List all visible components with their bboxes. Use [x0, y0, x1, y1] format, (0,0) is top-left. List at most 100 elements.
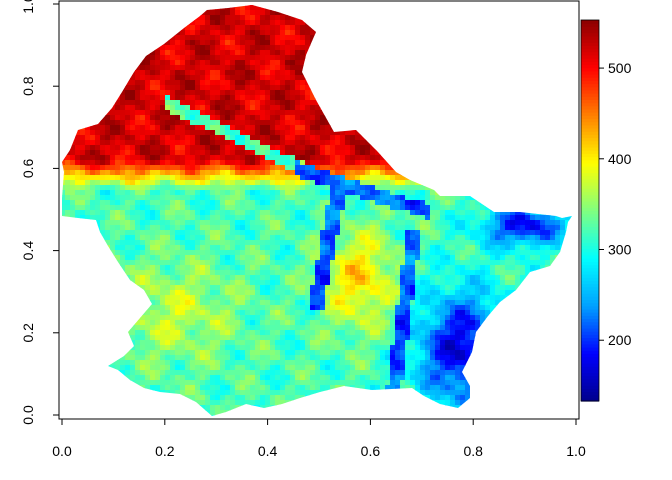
heatmap-cell: [65, 155, 71, 161]
heatmap-cell: [265, 30, 271, 36]
heatmap-cell: [290, 150, 296, 156]
heatmap-cell: [110, 35, 116, 41]
heatmap-cell: [175, 105, 181, 111]
heatmap-cell: [135, 185, 141, 191]
heatmap-cell: [325, 25, 331, 31]
heatmap-cell: [200, 180, 206, 186]
heatmap-cell: [170, 105, 176, 111]
heatmap-cell: [100, 115, 106, 121]
heatmap-cell: [490, 90, 496, 96]
heatmap-cell: [105, 220, 111, 226]
heatmap-cell: [390, 225, 396, 231]
heatmap-cell: [260, 105, 266, 111]
heatmap-cell: [240, 150, 246, 156]
heatmap-cell: [500, 85, 506, 91]
heatmap-cell: [560, 10, 566, 16]
heatmap-cell: [505, 175, 511, 181]
heatmap-cell: [515, 185, 521, 191]
heatmap-cell: [260, 205, 266, 211]
heatmap-cell: [285, 195, 291, 201]
heatmap-cell: [100, 205, 106, 211]
heatmap-cell: [575, 155, 581, 161]
heatmap-cell: [130, 40, 136, 46]
heatmap-cell: [170, 170, 176, 176]
heatmap-cell: [385, 170, 391, 176]
heatmap-cell: [350, 110, 356, 116]
heatmap-cell: [80, 40, 86, 46]
heatmap-cell: [465, 65, 471, 71]
heatmap-cell: [330, 200, 336, 206]
heatmap-cell: [500, 60, 506, 66]
heatmap-cell: [390, 190, 396, 196]
heatmap-cell: [270, 130, 276, 136]
heatmap-cell: [385, 155, 391, 161]
heatmap-cell: [225, 35, 231, 41]
heatmap-cell: [185, 10, 191, 16]
heatmap-cell: [65, 160, 71, 166]
heatmap-cell: [375, 220, 381, 226]
heatmap-cell: [105, 150, 111, 156]
heatmap-cell: [190, 90, 196, 96]
heatmap-cell: [430, 170, 436, 176]
heatmap-cell: [210, 140, 216, 146]
heatmap-cell: [75, 130, 81, 136]
heatmap-cell: [265, 135, 271, 141]
heatmap-cell: [400, 145, 406, 151]
heatmap-cell: [280, 135, 286, 141]
heatmap-cell: [155, 205, 161, 211]
heatmap-cell: [75, 95, 81, 101]
heatmap-cell: [100, 25, 106, 31]
heatmap-cell: [400, 215, 406, 221]
heatmap-cell: [210, 15, 216, 21]
heatmap-cell: [540, 140, 546, 146]
heatmap-cell: [455, 125, 461, 131]
heatmap-cell: [380, 220, 386, 226]
heatmap-cell: [285, 55, 291, 61]
heatmap-cell: [325, 210, 331, 216]
heatmap-cell: [365, 175, 371, 181]
heatmap-cell: [395, 145, 401, 151]
heatmap-cell: [115, 80, 121, 86]
heatmap-cell: [220, 145, 226, 151]
heatmap-cell: [140, 140, 146, 146]
heatmap-cell: [62, 120, 66, 126]
heatmap-cell: [400, 100, 406, 106]
heatmap-cell: [440, 175, 446, 181]
heatmap-cell: [345, 85, 351, 91]
heatmap-cell: [200, 90, 206, 96]
heatmap-cell: [425, 190, 431, 196]
heatmap-cell: [120, 100, 126, 106]
heatmap-cell: [330, 90, 336, 96]
heatmap-cell: [280, 20, 286, 26]
heatmap-cell: [225, 150, 231, 156]
heatmap-cell: [115, 190, 121, 196]
heatmap-cell: [230, 95, 236, 101]
heatmap-cell: [55, 105, 61, 111]
heatmap-cell: [465, 15, 471, 21]
heatmap-cell: [520, 90, 526, 96]
heatmap-cell: [70, 20, 76, 26]
heatmap-cell: [335, 185, 341, 191]
heatmap-cell: [340, 45, 346, 51]
heatmap-cell: [125, 85, 131, 91]
heatmap-cell: [540, 115, 546, 121]
heatmap-cell: [385, 30, 391, 36]
heatmap-cell: [160, 205, 166, 211]
heatmap-cell: [275, 145, 281, 151]
heatmap-cell: [370, 215, 376, 221]
heatmap-cell: [465, 145, 471, 151]
heatmap-cell: [515, 115, 521, 121]
heatmap-cell: [355, 200, 361, 206]
heatmap-cell: [490, 60, 496, 66]
heatmap-cell: [225, 185, 231, 191]
heatmap-cell: [330, 170, 336, 176]
heatmap-cell: [75, 160, 81, 166]
heatmap-cell: [260, 40, 266, 46]
heatmap-cell: [140, 225, 146, 231]
heatmap-cell: [475, 150, 481, 156]
heatmap-cell: [130, 80, 136, 86]
heatmap-cell: [575, 175, 581, 181]
heatmap-cell: [290, 175, 296, 181]
heatmap-cell: [95, 230, 101, 236]
heatmap-cell: [475, 125, 481, 131]
